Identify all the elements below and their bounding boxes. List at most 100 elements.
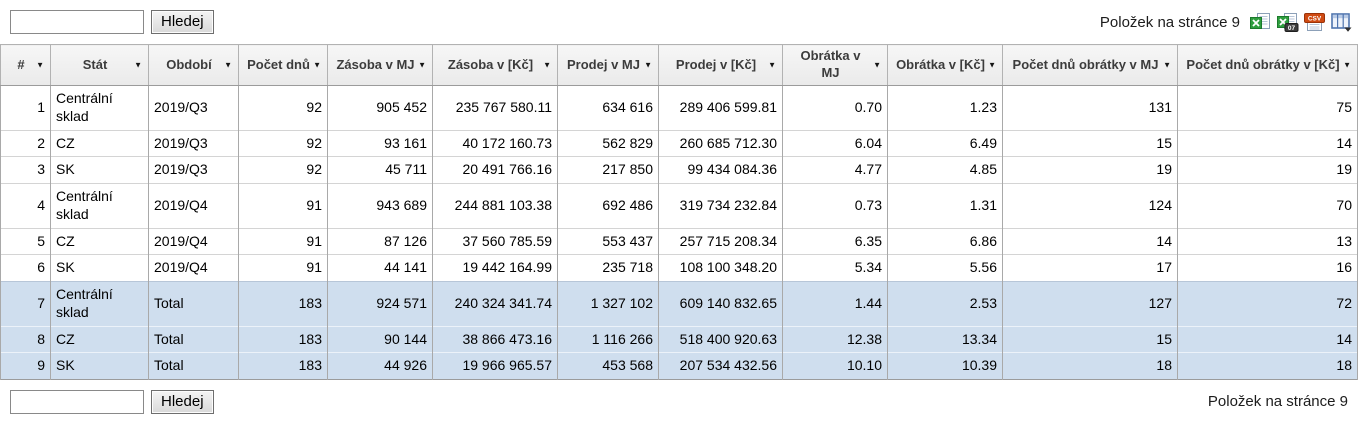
cell-obratka-mj: 12.38 [782,325,888,353]
cell-stat: CZ [50,325,149,353]
cell-obdobi: Total [148,325,239,353]
column-header-obdobi[interactable]: Období ▼ [148,44,239,86]
column-header-label: Stát [82,56,108,72]
cell-pocet-dnu-obratky-mj: 124 [1002,182,1178,229]
top-right-group: Položek na stránce 9 07 [1100,12,1353,32]
column-header-pocet-dnu-obratky-kc[interactable]: Počet dnů obrátky v [Kč] ▼ [1177,44,1358,86]
cell-obratka-kc: 2.53 [887,280,1003,327]
cell-num: 9 [0,352,51,380]
cell-prodej-mj: 217 850 [557,156,659,184]
table-row: 9 SK Total 183 44 926 19 966 965.57 453 568 207… [0,352,1358,380]
cell-num: 2 [0,129,51,157]
cell-pocet-dnu-obratky-kc: 16 [1177,254,1358,282]
cell-pocet-dnu-obratky-mj: 15 [1002,325,1178,353]
top-toolbar: Hledej Položek na stránce 9 [0,0,1361,44]
column-header-label: Počet dnů obrátky v [Kč] [1186,56,1340,72]
search-input-bottom[interactable] [10,389,144,414]
cell-obdobi: Total [148,280,239,327]
bottom-search-group: Hledej [10,389,214,414]
cell-zasoba-mj: 44 141 [327,254,433,282]
cell-prodej-kc: 609 140 832.65 [658,280,783,327]
search-button-top[interactable]: Hledej [151,10,214,34]
column-header-label: Období [166,56,212,72]
cell-obratka-kc: 5.56 [887,254,1003,282]
items-per-page-label-bottom: Položek na stránce 9 [1207,393,1348,411]
column-header-label: Zásoba v MJ [336,56,415,72]
cell-pocet-dnu-obratky-mj: 14 [1002,227,1178,255]
cell-prodej-kc: 207 534 432.56 [658,352,783,380]
column-header-label: Obrátka v MJ [800,48,861,80]
column-menu-arrow-icon[interactable]: ▼ [543,60,551,70]
cell-pocet-dnu-obratky-kc: 75 [1177,85,1358,131]
cell-zasoba-mj: 905 452 [327,85,433,131]
cell-obratka-mj: 10.10 [782,352,888,380]
column-header-zasoba-mj[interactable]: Zásoba v MJ ▼ [327,44,433,86]
cell-prodej-kc: 260 685 712.30 [658,129,783,157]
cell-pocet-dnu-obratky-kc: 18 [1177,352,1358,380]
column-header-pocet-dnu-obratky-mj[interactable]: Počet dnů obrátky v MJ ▼ [1002,44,1178,86]
column-chooser-icon[interactable] [1330,12,1353,32]
cell-pocet-dnu: 183 [238,325,328,353]
cell-pocet-dnu-obratky-kc: 72 [1177,280,1358,327]
csv-export-icon[interactable]: CSV [1303,12,1326,32]
column-menu-arrow-icon[interactable]: ▼ [418,60,426,70]
search-input-top[interactable] [10,10,144,34]
cell-obdobi: Total [148,352,239,380]
cell-zasoba-kc: 38 866 473.16 [432,325,558,353]
table-row: 8 CZ Total 183 90 144 38 866 473.16 1 116 266 5… [0,325,1358,353]
cell-prodej-kc: 319 734 232.84 [658,182,783,229]
cell-obratka-kc: 4.85 [887,156,1003,184]
cell-prodej-mj: 1 116 266 [557,325,659,353]
cell-prodej-mj: 1 327 102 [557,280,659,327]
cell-zasoba-kc: 20 491 766.16 [432,156,558,184]
column-header-label: Obrátka v [Kč] [896,56,985,72]
cell-num: 7 [0,280,51,327]
cell-num: 5 [0,227,51,255]
cell-pocet-dnu: 92 [238,129,328,157]
column-menu-arrow-icon[interactable]: ▼ [134,60,142,70]
cell-zasoba-mj: 45 711 [327,156,433,184]
column-header-pocet-dnu[interactable]: Počet dnů ▼ [238,44,328,86]
column-menu-arrow-icon[interactable]: ▼ [1343,60,1351,70]
search-button-bottom[interactable]: Hledej [151,389,214,414]
svg-text:CSV: CSV [1308,15,1322,22]
cell-obratka-mj: 0.73 [782,182,888,229]
column-header-label: Prodej v [Kč] [675,56,757,72]
column-header-prodej-kc[interactable]: Prodej v [Kč] ▼ [658,44,783,86]
column-header-stat[interactable]: Stát ▼ [50,44,149,86]
column-menu-arrow-icon[interactable]: ▼ [988,60,996,70]
column-header-obratka-kc[interactable]: Obrátka v [Kč] ▼ [887,44,1003,86]
column-header-zasoba-kc[interactable]: Zásoba v [Kč] ▼ [432,44,558,86]
column-header-prodej-mj[interactable]: Prodej v MJ ▼ [557,44,659,86]
cell-pocet-dnu-obratky-mj: 17 [1002,254,1178,282]
excel-export-icon[interactable] [1249,12,1272,32]
bottom-toolbar: Hledej Položek na stránce 9 [0,380,1361,424]
column-menu-arrow-icon[interactable]: ▼ [1163,60,1171,70]
cell-num: 4 [0,182,51,229]
column-header-label: Počet dnů [247,56,310,72]
cell-pocet-dnu: 91 [238,254,328,282]
cell-prodej-kc: 518 400 920.63 [658,325,783,353]
cell-zasoba-mj: 93 161 [327,129,433,157]
cell-stat: Centrální sklad [50,280,149,327]
column-menu-arrow-icon[interactable]: ▼ [768,60,776,70]
cell-obratka-kc: 6.86 [887,227,1003,255]
column-menu-arrow-icon[interactable]: ▼ [224,60,232,70]
column-header-num[interactable]: # ▼ [0,44,51,86]
table-row: 4 Centrální sklad 2019/Q4 91 943 689 244 881 … [0,182,1358,229]
cell-pocet-dnu-obratky-kc: 13 [1177,227,1358,255]
cell-zasoba-kc: 19 966 965.57 [432,352,558,380]
column-menu-arrow-icon[interactable]: ▼ [313,60,321,70]
cell-pocet-dnu-obratky-mj: 131 [1002,85,1178,131]
cell-prodej-mj: 634 616 [557,85,659,131]
column-menu-arrow-icon[interactable]: ▼ [873,60,881,70]
cell-stat: Centrální sklad [50,85,149,131]
column-menu-arrow-icon[interactable]: ▼ [644,60,652,70]
cell-obratka-kc: 13.34 [887,325,1003,353]
column-header-obratka-mj[interactable]: Obrátka v MJ ▼ [782,44,888,86]
table-row: 7 Centrální sklad Total 183 924 571 240 324 3… [0,280,1358,327]
excel-2007-export-icon[interactable]: 07 [1276,12,1299,32]
cell-num: 3 [0,156,51,184]
cell-pocet-dnu: 92 [238,85,328,131]
column-menu-arrow-icon[interactable]: ▼ [36,60,44,70]
